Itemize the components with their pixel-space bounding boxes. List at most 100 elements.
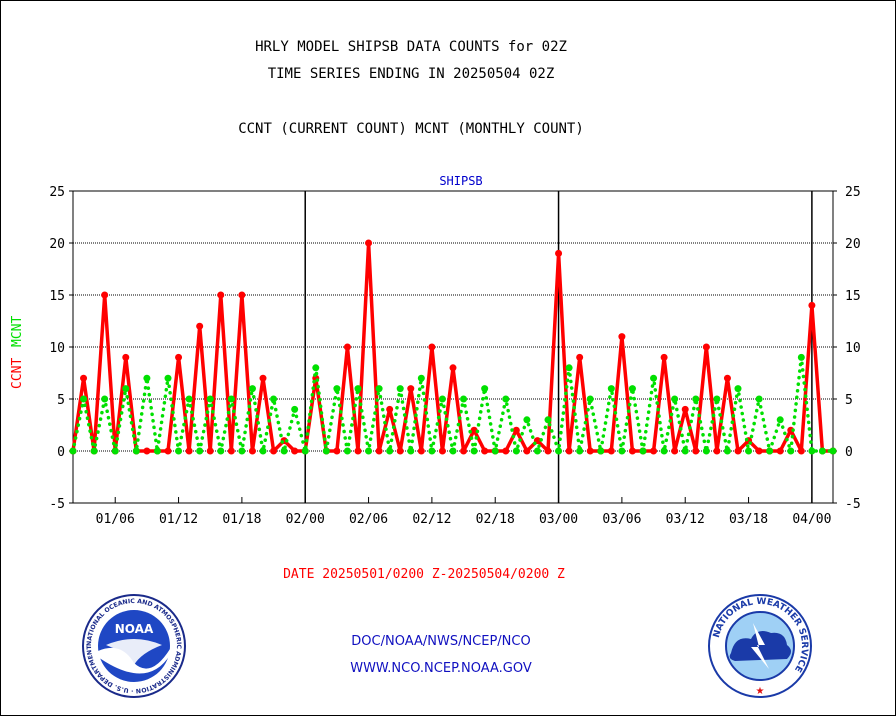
x-tick-label: 01/06 [96, 512, 135, 527]
data-point-mcnt [650, 374, 658, 382]
data-point-ccnt [396, 447, 404, 455]
data-point-ccnt [755, 447, 763, 455]
y-axis-label-ccnt: CCNT [10, 358, 25, 389]
data-point-mcnt [628, 385, 636, 393]
data-point-mcnt [122, 385, 130, 393]
data-point-mcnt [301, 447, 309, 455]
data-point-ccnt [628, 447, 636, 455]
data-point-ccnt [238, 291, 246, 299]
data-point-mcnt [713, 395, 721, 403]
chart-title-line3: CCNT (CURRENT COUNT) MCNT (MONTHLY COUNT… [238, 121, 584, 137]
data-point-mcnt [407, 447, 415, 455]
data-point-ccnt [143, 447, 151, 455]
data-point-mcnt [248, 385, 256, 393]
data-point-mcnt [238, 447, 246, 455]
data-point-ccnt [417, 447, 425, 455]
data-point-mcnt [745, 447, 753, 455]
data-point-ccnt [343, 343, 351, 351]
data-point-ccnt [428, 343, 436, 351]
data-point-ccnt [565, 447, 573, 455]
data-point-ccnt [555, 249, 563, 257]
data-point-ccnt [692, 447, 700, 455]
data-point-ccnt [259, 374, 267, 382]
x-tick-label: 03/06 [602, 512, 641, 527]
data-point-mcnt [481, 385, 489, 393]
data-point-ccnt [365, 239, 373, 247]
data-point-ccnt [449, 364, 457, 372]
footer-website[interactable]: WWW.NCO.NCEP.NOAA.GOV [350, 661, 532, 676]
data-point-mcnt [808, 447, 816, 455]
y-tick-label-left: 0 [57, 445, 65, 460]
data-point-mcnt [660, 447, 668, 455]
data-point-ccnt [523, 447, 531, 455]
y-tick-label-right: 5 [845, 393, 853, 408]
data-point-mcnt [428, 447, 436, 455]
data-point-mcnt [470, 447, 478, 455]
data-point-mcnt [597, 447, 605, 455]
data-point-mcnt [396, 385, 404, 393]
data-point-ccnt [702, 343, 710, 351]
y-tick-label-left: 25 [49, 185, 65, 200]
y-tick-label-right: -5 [845, 497, 861, 512]
data-point-mcnt [270, 395, 278, 403]
data-point-mcnt [438, 395, 446, 403]
data-point-ccnt [586, 447, 594, 455]
data-point-ccnt [196, 322, 204, 330]
y-tick-label-left: 5 [57, 393, 65, 408]
data-point-mcnt [576, 447, 584, 455]
data-point-mcnt [217, 447, 225, 455]
data-point-ccnt [164, 447, 172, 455]
data-point-ccnt [481, 447, 489, 455]
data-point-mcnt [702, 447, 710, 455]
data-point-mcnt [365, 447, 373, 455]
data-point-mcnt [555, 447, 563, 455]
data-point-mcnt [291, 405, 299, 413]
data-point-mcnt [491, 447, 499, 455]
noaa-logo-text: NOAA [115, 622, 154, 636]
data-point-mcnt [734, 385, 742, 393]
data-point-mcnt [797, 353, 805, 361]
data-point-mcnt [692, 395, 700, 403]
y-tick-label-left: -5 [49, 497, 65, 512]
data-point-mcnt [618, 447, 626, 455]
y-tick-label-right: 15 [845, 289, 861, 304]
data-point-mcnt [818, 447, 826, 455]
data-point-mcnt [417, 374, 425, 382]
data-point-ccnt [227, 447, 235, 455]
data-point-ccnt [512, 426, 520, 434]
y-axis-label-mcnt: MCNT [10, 316, 25, 347]
y-tick-label-right: 10 [845, 341, 861, 356]
data-point-mcnt [185, 395, 193, 403]
x-tick-label: 02/00 [286, 512, 325, 527]
data-point-ccnt [713, 447, 721, 455]
data-point-mcnt [766, 447, 774, 455]
y-tick-label-right: 20 [845, 237, 861, 252]
data-point-mcnt [80, 395, 88, 403]
data-point-mcnt [322, 447, 330, 455]
data-point-mcnt [544, 416, 552, 424]
y-tick-label-left: 15 [49, 289, 65, 304]
data-point-mcnt [69, 447, 77, 455]
y-tick-label-left: 10 [49, 341, 65, 356]
data-point-mcnt [196, 447, 204, 455]
data-point-ccnt [576, 353, 584, 361]
data-point-ccnt [375, 447, 383, 455]
data-point-mcnt [206, 395, 214, 403]
footer-org-path: DOC/NOAA/NWS/NCEP/NCO [351, 634, 531, 649]
data-point-mcnt [502, 395, 510, 403]
data-point-ccnt [101, 291, 109, 299]
data-point-mcnt [723, 447, 731, 455]
x-tick-label: 01/12 [159, 512, 198, 527]
data-point-ccnt [175, 353, 183, 361]
data-point-mcnt [259, 447, 267, 455]
data-point-mcnt [512, 447, 520, 455]
data-point-ccnt [502, 447, 510, 455]
data-point-mcnt [607, 385, 615, 393]
x-tick-label: 02/12 [412, 512, 451, 527]
data-point-mcnt [523, 416, 531, 424]
data-point-ccnt [723, 374, 731, 382]
panel-title: SHIPSB [439, 174, 482, 188]
data-point-mcnt [386, 447, 394, 455]
y-tick-label-left: 20 [49, 237, 65, 252]
